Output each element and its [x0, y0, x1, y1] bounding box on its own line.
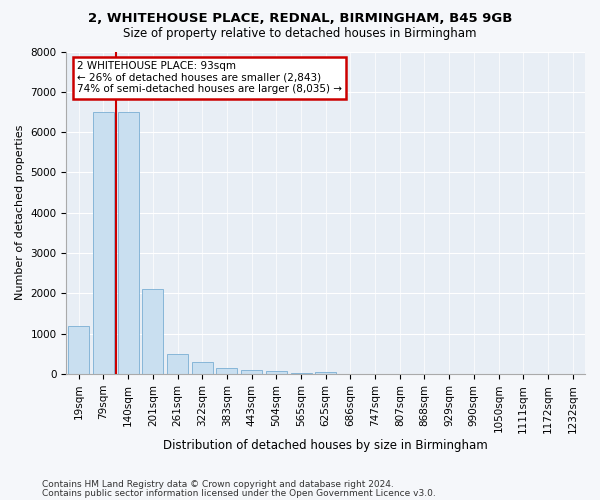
Text: Contains HM Land Registry data © Crown copyright and database right 2024.: Contains HM Land Registry data © Crown c…: [42, 480, 394, 489]
Bar: [167, 354, 188, 374]
Bar: [241, 370, 262, 374]
Y-axis label: Number of detached properties: Number of detached properties: [15, 125, 25, 300]
X-axis label: Distribution of detached houses by size in Birmingham: Distribution of detached houses by size …: [163, 440, 488, 452]
Bar: [93, 112, 114, 374]
Bar: [68, 326, 89, 374]
Bar: [315, 372, 336, 374]
Bar: [192, 362, 213, 374]
Bar: [118, 112, 139, 374]
Bar: [142, 290, 163, 374]
Bar: [266, 372, 287, 374]
Text: 2, WHITEHOUSE PLACE, REDNAL, BIRMINGHAM, B45 9GB: 2, WHITEHOUSE PLACE, REDNAL, BIRMINGHAM,…: [88, 12, 512, 26]
Bar: [217, 368, 238, 374]
Text: Contains public sector information licensed under the Open Government Licence v3: Contains public sector information licen…: [42, 488, 436, 498]
Text: 2 WHITEHOUSE PLACE: 93sqm
← 26% of detached houses are smaller (2,843)
74% of se: 2 WHITEHOUSE PLACE: 93sqm ← 26% of detac…: [77, 61, 342, 94]
Text: Size of property relative to detached houses in Birmingham: Size of property relative to detached ho…: [123, 28, 477, 40]
